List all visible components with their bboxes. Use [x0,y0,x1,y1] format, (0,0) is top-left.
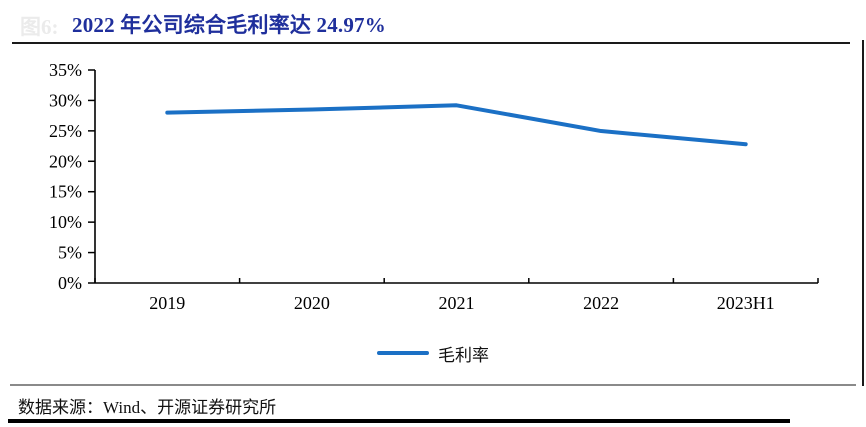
legend-series-label: 毛利率 [438,345,489,365]
title-divider-line [12,42,850,44]
x-tick-label: 2019 [149,293,185,313]
x-tick-label: 2021 [439,293,475,313]
x-tick-label: 2022 [583,293,619,313]
footer-divider-line [10,384,856,386]
data-source-note: 数据来源：Wind、开源证券研究所 [18,398,277,417]
bottom-rule [8,419,790,423]
x-tick-label: 2020 [294,293,330,313]
y-tick-label: 25% [49,121,82,141]
chart-legend: 毛利率 [0,341,866,365]
y-tick-label: 15% [49,182,82,202]
figure-number-label: 图6: [20,15,59,39]
series-line-毛利率 [165,103,748,147]
page-title: 2022 年公司综合毛利率达 24.97% [72,13,386,37]
y-tick-label: 20% [49,151,82,171]
y-tick-label: 5% [58,243,82,263]
y-tick-label: 35% [49,60,82,80]
y-tick-label: 30% [49,90,82,110]
y-tick-label: 10% [49,212,82,232]
line-chart: 0% 5% 10% 15% 20% 25% 30% 35% 2019 2020 2021 2022 20… [49,60,819,313]
y-tick-label: 0% [58,273,82,293]
figure-right-border [862,40,864,386]
legend-line-swatch [377,351,429,355]
x-tick-label: 2023H1 [717,293,775,313]
